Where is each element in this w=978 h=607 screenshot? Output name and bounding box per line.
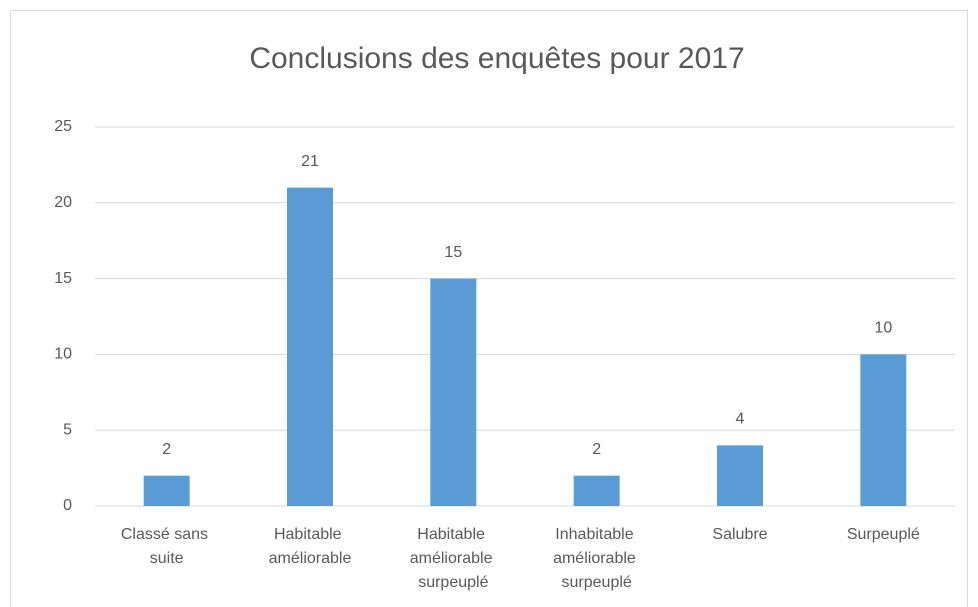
x-tick-label: Habitable améliorable surpeuplé xyxy=(410,526,497,591)
x-tick-label: Surpeuplé xyxy=(847,526,920,543)
x-tick-label: Classé sans suite xyxy=(121,526,213,567)
data-label: 2 xyxy=(592,441,601,458)
bar xyxy=(430,278,477,506)
data-label: 15 xyxy=(444,244,462,261)
y-tick-label: 10 xyxy=(54,346,72,363)
y-tick-label: 0 xyxy=(63,497,72,514)
x-tick-label: Habitable améliorable xyxy=(269,526,352,567)
x-tick-label: Inhabitable améliorable surpeuplé xyxy=(553,526,640,591)
y-tick-label: 20 xyxy=(54,194,72,211)
bar xyxy=(143,475,190,506)
bar xyxy=(717,445,763,506)
x-tick-label: Salubre xyxy=(712,526,767,543)
y-tick-label: 5 xyxy=(63,421,72,438)
data-label: 21 xyxy=(301,153,319,170)
data-label: 4 xyxy=(736,411,745,428)
bar xyxy=(573,475,620,506)
y-tick-label: 25 xyxy=(54,118,72,135)
data-label: 2 xyxy=(162,441,171,458)
chart-border xyxy=(10,10,968,607)
chart-title: Conclusions des enquêtes pour 2017 xyxy=(249,42,744,75)
bar xyxy=(860,354,907,506)
bar xyxy=(287,187,333,506)
data-label: 10 xyxy=(874,320,892,337)
y-tick-label: 15 xyxy=(54,270,72,287)
